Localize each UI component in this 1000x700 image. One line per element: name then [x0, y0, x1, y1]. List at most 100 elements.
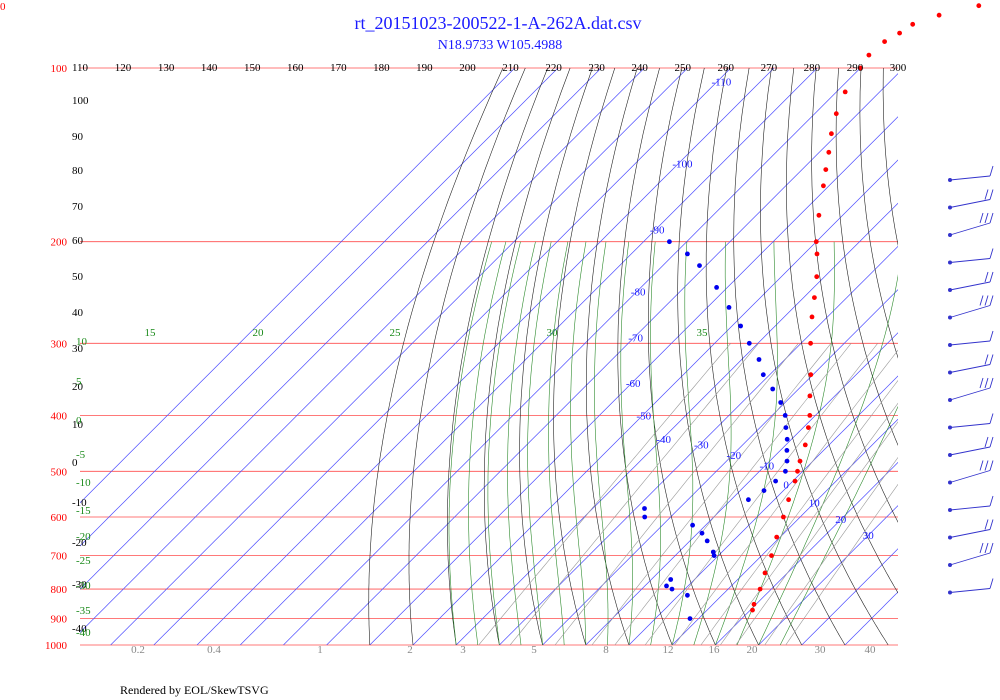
moist-adiabat-line — [507, 241, 536, 645]
dry-adiabat-line — [973, 68, 1000, 645]
isotherm-label: -30 — [694, 439, 709, 451]
top-temperature-tick: 270 — [761, 62, 778, 74]
dewpoint-point — [697, 263, 702, 268]
dry-adiabat-label: 100 — [72, 95, 89, 107]
top-temperature-tick: 200 — [459, 62, 476, 74]
isotherm-line — [239, 68, 818, 645]
top-temperature-tick: 110 — [72, 62, 89, 74]
wind-barb — [948, 165, 994, 182]
wind-barb-flag — [989, 495, 994, 507]
pressure-tick-label: 300 — [51, 338, 68, 350]
wind-barb-flag — [979, 377, 984, 389]
top-temperature-tick: 220 — [545, 62, 562, 74]
wind-barb-dot — [948, 480, 952, 485]
temperature-point — [792, 478, 798, 484]
isotherm-line — [715, 461, 898, 645]
mixing-ratio-label: 2 — [407, 644, 413, 656]
wind-barb-flag — [984, 295, 989, 306]
wind-barb-flag — [984, 212, 989, 224]
wind-barb-flag — [979, 295, 984, 306]
wind-barb-flag — [989, 295, 994, 306]
isotherm-line — [455, 202, 898, 645]
wind-barb-dot — [948, 260, 952, 265]
dry-adiabat-label: 90 — [72, 131, 84, 143]
temperature-point — [936, 12, 942, 18]
dry-adiabat-label: 80 — [72, 165, 84, 177]
isotherm-label: 20 — [835, 514, 847, 526]
isotherm-line — [542, 289, 898, 645]
dewpoint-point — [770, 386, 776, 392]
wind-barbs — [948, 165, 994, 595]
wind-barb-dot — [948, 233, 952, 237]
wind-barb — [948, 189, 994, 210]
mixing-ratio-line — [509, 343, 759, 645]
temperature-point — [882, 39, 887, 44]
wind-barb-staff — [949, 364, 991, 373]
isotherm-label: 30 — [863, 530, 875, 542]
isotherm-label: -20 — [727, 450, 742, 462]
moist-adiabat-line — [527, 241, 552, 645]
temperature-point — [809, 314, 815, 320]
temperature-point — [816, 212, 822, 218]
temperature-point — [795, 468, 800, 474]
mixing-ratio-label: 20 — [747, 644, 759, 656]
isobar-lines — [80, 67, 898, 646]
dry-adiabat-line — [859, 68, 898, 359]
dry-adiabat-label: 70 — [72, 201, 84, 213]
isotherm-line — [499, 245, 898, 645]
dewpoint-point — [642, 506, 647, 511]
moist-adiabat-line — [548, 241, 569, 645]
dewpoint-point — [778, 400, 784, 405]
isotherm-label: -40 — [656, 434, 671, 446]
isotherm-line — [80, 68, 516, 504]
dewpoint-point — [738, 323, 743, 329]
mixing-ratio-line — [591, 343, 832, 645]
isotherm-label: -10 — [759, 460, 774, 472]
moist-adiabat-label: -15 — [76, 505, 91, 517]
wind-barb — [948, 377, 994, 402]
temperature-point — [808, 372, 814, 378]
isotherm-label: -50 — [636, 411, 651, 423]
dewpoint-point — [714, 285, 719, 290]
wind-barb-dot — [948, 288, 952, 292]
isotherm-line — [153, 68, 732, 645]
dewpoint-point — [669, 586, 675, 592]
moist-adiabat-line — [650, 241, 661, 645]
wind-barb-flag — [984, 377, 989, 389]
dewpoint-point — [746, 340, 752, 346]
mixing-ratio-label: 3 — [460, 644, 466, 656]
temperature-point — [813, 239, 819, 245]
wind-barb-dot — [948, 563, 952, 567]
top-temperature-tick: 240 — [631, 62, 648, 74]
isotherm-label: -70 — [628, 332, 643, 344]
mixing-ratio-line — [554, 343, 799, 645]
isotherm-line — [585, 332, 898, 645]
mixing-ratio-line — [785, 483, 898, 645]
moist-adiabat-label: -30 — [76, 580, 91, 592]
dry-adiabat-line — [447, 68, 548, 645]
temperature-point — [797, 458, 803, 464]
pressure-tick-label: 600 — [51, 512, 68, 524]
temperature-point — [814, 274, 820, 280]
temperature-point — [751, 601, 757, 607]
dry-adiabat-line — [677, 68, 759, 645]
pressure-tick-label: 900 — [51, 614, 68, 626]
isotherm-line — [80, 68, 645, 633]
dewpoint-point — [685, 251, 690, 257]
wind-barb — [948, 436, 994, 457]
top-temperature-tick: 290 — [847, 62, 864, 74]
moist-adiabat-label: -20 — [76, 531, 91, 543]
isotherm-line — [196, 68, 775, 645]
axis-labels: 1002003004005006007008009001000-110-100-… — [45, 62, 907, 656]
dewpoint-point — [687, 616, 693, 621]
moist-adiabat-label: 10 — [76, 336, 88, 348]
wind-barb-dot — [948, 508, 952, 512]
wind-barb-flag — [989, 519, 994, 530]
temperature-point — [807, 413, 813, 418]
dewpoint-point — [699, 530, 705, 536]
temperature-point — [823, 167, 829, 173]
moist-adiabat-label: 5 — [76, 376, 82, 388]
temperature-point — [802, 442, 808, 448]
isotherm-label: 0 — [783, 480, 789, 492]
dewpoint-point — [783, 468, 788, 474]
